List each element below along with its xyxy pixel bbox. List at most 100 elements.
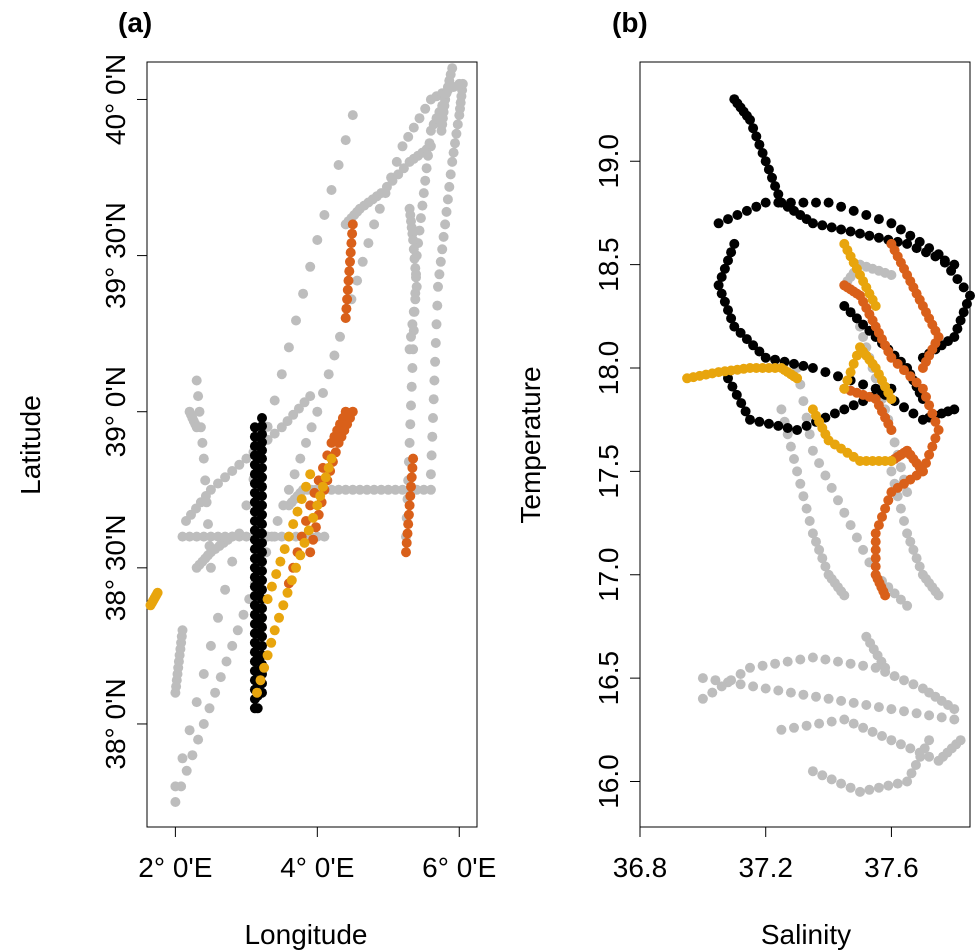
panel-b-point (880, 590, 891, 601)
panel-b-point (921, 391, 931, 402)
panel-a-point (409, 253, 420, 264)
panel-a-point (326, 484, 337, 495)
panel-a-point (369, 484, 380, 495)
panel-a-point (442, 194, 453, 205)
panel-b-point (845, 520, 856, 531)
panel-b-point (789, 454, 799, 464)
panel-a-point (397, 141, 408, 152)
panel-b-point (889, 671, 900, 682)
panel-b-point (864, 784, 875, 795)
panel-a-point (445, 169, 456, 180)
panel-a-point (404, 500, 415, 511)
panel-b-point (873, 214, 884, 225)
panel-b-point (880, 662, 891, 673)
panel-b-point (864, 230, 875, 241)
panel-a-point (345, 256, 355, 267)
panel-a-point (170, 797, 181, 807)
panel-a-point (306, 422, 317, 433)
panel-a-plot-frame (146, 61, 478, 828)
panel-b-point (845, 367, 856, 378)
panel-b-point (873, 782, 884, 793)
panel-a-point (191, 697, 202, 708)
panel-a-point (347, 219, 358, 230)
panel-a-point (430, 338, 441, 348)
panel-b-point (716, 288, 727, 299)
panel-b-point (899, 675, 909, 686)
panel-b-point (811, 691, 821, 702)
panel-b-point (719, 296, 730, 307)
panel-b-point (906, 768, 917, 779)
panel-b-point (727, 381, 738, 392)
panel-a-point (342, 294, 353, 305)
panel-a-point (438, 231, 449, 242)
panel-b-point (886, 456, 897, 466)
panel-a-point (408, 306, 419, 317)
panel-b-x-axis: 36.8 37.2 37.6 (613, 827, 919, 883)
panel-a-point (406, 472, 417, 483)
panel-b-point (826, 482, 837, 493)
panel-b-point (961, 298, 972, 309)
panel-a-point (340, 313, 351, 323)
panel-b-point (889, 588, 900, 599)
panel-b-point (848, 205, 859, 216)
panel-b-point (820, 470, 831, 481)
panel-a-point (220, 584, 231, 595)
panel-b-point (811, 197, 821, 208)
panel-a-y-tick-label: 39° 0'N (100, 366, 131, 457)
panel-b-point (845, 226, 856, 237)
panel-a-point (198, 453, 209, 464)
panel-a-point (152, 587, 163, 598)
panel-b-point (858, 544, 869, 555)
panel-b-point (905, 230, 916, 241)
panel-b-point (949, 704, 960, 715)
panel-b-point (820, 367, 831, 378)
panel-a-point (283, 484, 294, 495)
panel-a-point (198, 669, 209, 679)
panel-b-point (949, 714, 960, 725)
panel-b-point (807, 445, 818, 456)
panel-a-point (425, 469, 436, 480)
panel-b-point (726, 313, 737, 324)
panel-a-point (447, 63, 458, 74)
panel-a-point (340, 135, 351, 146)
panel-b-point (826, 774, 837, 785)
panel-a-point (417, 200, 428, 211)
panel-b-y-tick-label: 18.5 (593, 237, 624, 292)
panel-b-point (726, 247, 737, 258)
panel-a-point (318, 481, 328, 492)
panel-b-point (911, 377, 922, 388)
panel-b-point (919, 743, 930, 754)
panel-a-point (232, 625, 243, 636)
panel-a-point (289, 469, 300, 480)
panel-b-point (873, 520, 884, 531)
panel-b-point (911, 553, 922, 564)
panel-b-point (785, 197, 796, 208)
panel-b-point (776, 724, 787, 735)
panel-b-point (933, 590, 944, 601)
panel-b-point (952, 323, 963, 334)
panel-b-point (917, 466, 928, 477)
panel-a-point (406, 400, 416, 411)
panel-a-point (420, 103, 431, 114)
panel-b-point (880, 503, 891, 514)
panel-a-point (410, 263, 421, 274)
panel-b-point (836, 224, 847, 235)
panel-b-point (736, 398, 747, 409)
panel-a-point (303, 525, 314, 536)
panel-b-point (924, 400, 935, 411)
panel-b-point (924, 735, 935, 746)
panel-a-point (354, 484, 365, 495)
panel-a-point (425, 484, 436, 495)
panel-b-point (710, 675, 721, 686)
panel-a-point (295, 453, 306, 464)
panel-a-point (252, 566, 263, 576)
panel-a-point (347, 406, 358, 417)
panel-a-point (431, 319, 442, 330)
panel-b-point (886, 352, 897, 363)
panel-b-point (899, 365, 909, 376)
panel-b-point (829, 408, 840, 419)
panel-b-point (833, 371, 843, 382)
panel-a-point (421, 163, 432, 174)
panel-a-point (271, 569, 282, 580)
panel-a-point (252, 603, 263, 614)
